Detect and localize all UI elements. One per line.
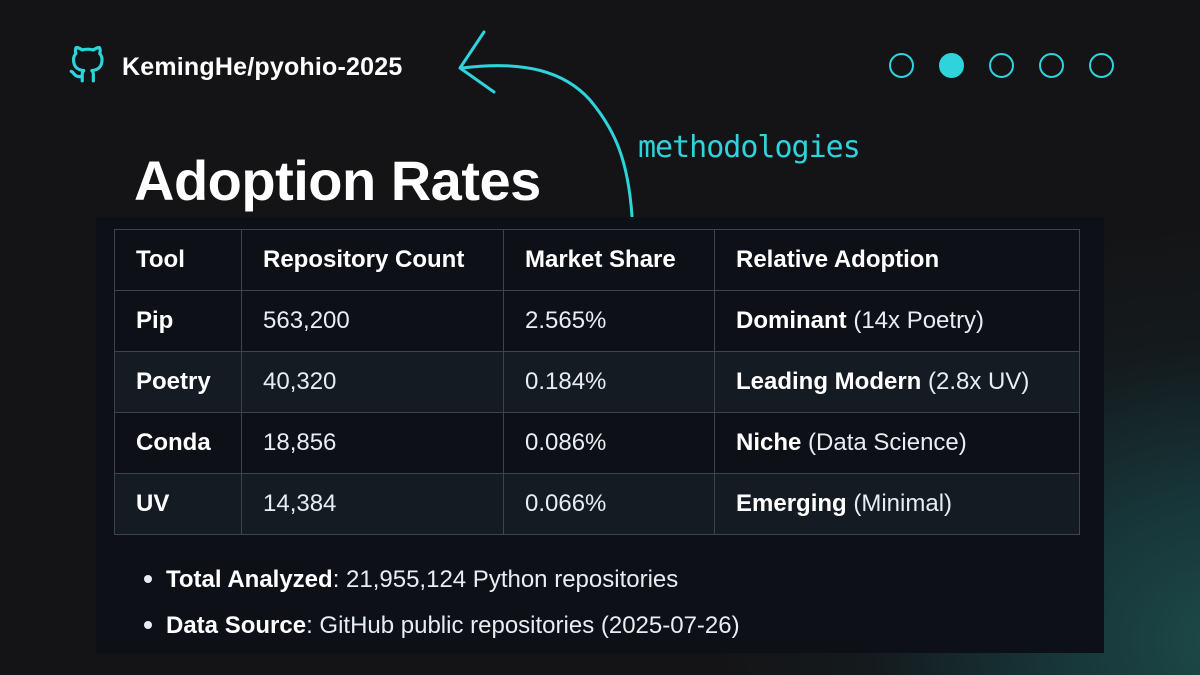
adoption-cell: Emerging (Minimal) bbox=[714, 473, 1080, 535]
adoption-label: Dominant bbox=[736, 307, 847, 334]
slide-dot-3[interactable] bbox=[989, 53, 1014, 78]
github-icon bbox=[68, 45, 106, 89]
adoption-cell: Dominant (14x Poetry) bbox=[714, 290, 1080, 352]
table-header-row: Tool Repository Count Market Share Relat… bbox=[114, 229, 1080, 291]
adoption-note: (2.8x UV) bbox=[921, 368, 1030, 395]
table-row: UV 14,384 0.066% Emerging (Minimal) bbox=[114, 473, 1080, 535]
slide-dot-5[interactable] bbox=[1089, 53, 1114, 78]
adoption-note: (14x Poetry) bbox=[846, 307, 985, 334]
slide-dot-4[interactable] bbox=[1039, 53, 1064, 78]
adoption-table: Tool Repository Count Market Share Relat… bbox=[114, 229, 1080, 535]
adoption-note: (Minimal) bbox=[846, 490, 953, 517]
count-cell: 14,384 bbox=[241, 473, 504, 535]
share-cell: 0.066% bbox=[503, 473, 715, 535]
count-cell: 40,320 bbox=[241, 351, 504, 413]
annotation-arrow bbox=[458, 30, 634, 218]
column-header: Repository Count bbox=[241, 229, 504, 291]
slide-title: Adoption Rates bbox=[134, 149, 541, 212]
share-cell: 2.565% bbox=[503, 290, 715, 352]
adoption-cell: Leading Modern (2.8x UV) bbox=[714, 351, 1080, 413]
list-item: Data Source: GitHub public repositories … bbox=[144, 603, 740, 649]
adoption-cell: Niche (Data Science) bbox=[714, 412, 1080, 474]
table-row: Pip 563,200 2.565% Dominant (14x Poetry) bbox=[114, 290, 1080, 352]
list-item: Total Analyzed: 21,955,124 Python reposi… bbox=[144, 557, 740, 603]
tool-cell: Pip bbox=[114, 290, 242, 352]
note-label: Data Source bbox=[166, 612, 307, 639]
column-header: Market Share bbox=[503, 229, 715, 291]
note-text: : GitHub public repositories (2025-07-26… bbox=[306, 612, 740, 639]
slide-pagination bbox=[889, 53, 1114, 78]
column-header: Tool bbox=[114, 229, 242, 291]
adoption-note: (Data Science) bbox=[801, 429, 967, 456]
count-cell: 563,200 bbox=[241, 290, 504, 352]
tool-cell: Conda bbox=[114, 412, 242, 474]
table-row: Poetry 40,320 0.184% Leading Modern (2.8… bbox=[114, 351, 1080, 413]
adoption-label: Leading Modern bbox=[736, 368, 922, 395]
tool-cell: UV bbox=[114, 473, 242, 535]
note-text: : 21,955,124 Python repositories bbox=[332, 566, 679, 593]
annotation-text: methodologies bbox=[638, 130, 861, 165]
tool-cell: Poetry bbox=[114, 351, 242, 413]
count-cell: 18,856 bbox=[241, 412, 504, 474]
repo-link[interactable]: KemingHe/pyohio-2025 bbox=[68, 45, 403, 89]
adoption-label: Emerging bbox=[736, 490, 847, 517]
share-cell: 0.184% bbox=[503, 351, 715, 413]
notes-list: Total Analyzed: 21,955,124 Python reposi… bbox=[144, 557, 740, 649]
note-label: Total Analyzed bbox=[166, 566, 333, 593]
share-cell: 0.086% bbox=[503, 412, 715, 474]
content-panel: Tool Repository Count Market Share Relat… bbox=[96, 217, 1104, 653]
bullet-icon bbox=[144, 574, 152, 583]
table-row: Conda 18,856 0.086% Niche (Data Science) bbox=[114, 412, 1080, 474]
repo-name: KemingHe/pyohio-2025 bbox=[122, 53, 403, 81]
adoption-label: Niche bbox=[736, 429, 802, 456]
bullet-icon bbox=[144, 620, 152, 629]
slide-dot-2[interactable] bbox=[939, 53, 964, 78]
slide-dot-1[interactable] bbox=[889, 53, 914, 78]
column-header: Relative Adoption bbox=[714, 229, 1080, 291]
